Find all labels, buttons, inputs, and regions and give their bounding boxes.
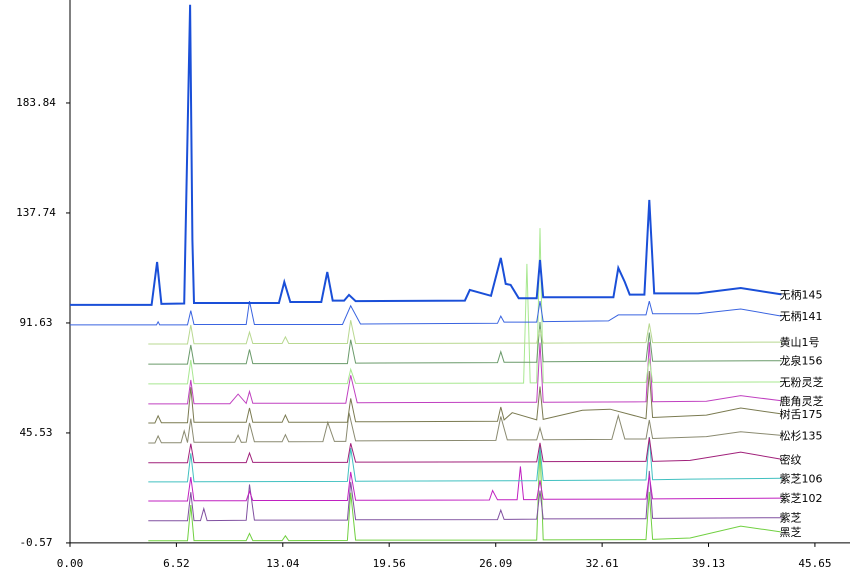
series-label: 鹿角灵芝 <box>779 394 823 408</box>
series-label: 密纹 <box>779 452 801 466</box>
chromatogram-line <box>148 437 782 464</box>
chromatogram-line <box>148 342 782 405</box>
y-tick-label: 183.84 <box>16 96 56 109</box>
y-tick-label: -0.57 <box>19 536 52 549</box>
series-label: 龙泉156 <box>779 354 822 368</box>
x-tick-label: 13.04 <box>266 557 299 570</box>
chromatogram-line <box>70 4 782 306</box>
series-label: 紫芝102 <box>779 492 822 505</box>
series-label: 紫芝106 <box>779 472 822 485</box>
chromatogram-line <box>148 470 782 522</box>
series-label: 黑芝 <box>779 526 801 539</box>
series-label: 树舌175 <box>779 407 822 421</box>
chromatogram-line <box>148 437 782 483</box>
x-tick-label: 19.56 <box>373 557 406 570</box>
chromatogram-line <box>148 228 782 385</box>
x-tick-label: 45.65 <box>798 557 831 570</box>
x-tick-label: 32.61 <box>586 557 619 570</box>
chromatogram-line <box>148 320 782 345</box>
y-tick-label: 91.63 <box>19 316 52 329</box>
series-label: 紫芝 <box>779 512 801 525</box>
series-label: 黄山1号 <box>779 335 819 349</box>
chromatogram-line <box>148 466 782 502</box>
chromatogram-line <box>70 300 782 326</box>
series-label: 无柄141 <box>779 310 822 323</box>
y-tick-label: 137.74 <box>16 206 56 219</box>
x-tick-label: 39.13 <box>692 557 725 570</box>
series-label: 无柄145 <box>779 288 822 301</box>
series-label: 无粉灵芝 <box>779 376 823 389</box>
chromatogram-line <box>148 322 782 365</box>
chromatogram-line <box>148 370 782 424</box>
series-label: 松杉135 <box>779 428 822 442</box>
x-tick-label: 0.00 <box>57 557 84 570</box>
y-tick-label: 45.53 <box>19 426 52 439</box>
x-tick-label: 6.52 <box>163 557 190 570</box>
chromatogram-line <box>148 444 782 542</box>
x-tick-label: 26.09 <box>479 557 512 570</box>
